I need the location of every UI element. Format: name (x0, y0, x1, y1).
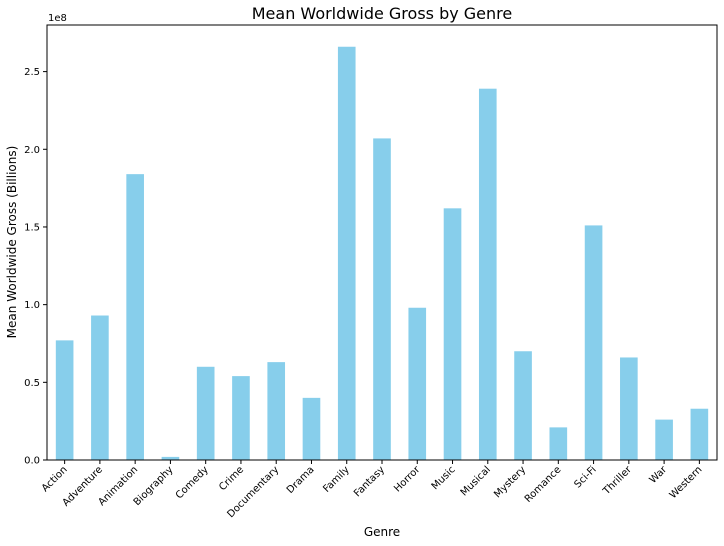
x-tick-label: Crime (217, 464, 246, 493)
bar-sci-fi (584, 225, 603, 460)
bar-mystery (514, 351, 532, 460)
y-tick-label: 0.0 (24, 456, 40, 467)
bars-group (55, 46, 709, 461)
bar-documentary (267, 362, 286, 460)
bar-animation (126, 174, 144, 460)
x-tick-label: Drama (285, 464, 317, 496)
bar-drama (302, 397, 321, 460)
x-tick-label: War (648, 464, 670, 486)
x-tick-label: Fantasy (352, 464, 387, 499)
bar-adventure (91, 315, 109, 460)
x-tick-label: Horror (392, 464, 423, 495)
x-tick-label: Thriller (601, 464, 635, 498)
bar-family (337, 46, 356, 460)
x-tick-label: Action (40, 464, 70, 494)
y-tick-label: 0.5 (24, 378, 40, 389)
y-ticks-group: 0.0 0.5 1.0 1.5 2.0 2.5 (24, 67, 47, 467)
y-tick-label: 2.5 (24, 67, 40, 78)
x-tick-label: Music (430, 464, 458, 492)
x-tick-label: Western (668, 464, 705, 501)
x-tick-label: Mystery (492, 464, 528, 500)
bar-action (55, 340, 74, 460)
bar-crime (232, 376, 250, 460)
bar-musical (478, 88, 497, 461)
y-axis-offset-label: 1e8 (48, 13, 67, 24)
x-tick-label: Family (321, 464, 352, 495)
x-tick-label: Comedy (174, 464, 211, 501)
y-axis-label: Mean Worldwide Gross (Billions) (5, 146, 19, 339)
bar-music (443, 208, 462, 460)
chart-title: Mean Worldwide Gross by Genre (252, 4, 512, 23)
x-tick-label: Sci-Fi (573, 464, 599, 490)
bar-comedy (196, 366, 215, 460)
y-tick-label: 2.0 (24, 145, 40, 156)
bar-thriller (620, 357, 638, 460)
y-tick-label: 1.5 (24, 222, 40, 233)
plot-frame (46, 24, 718, 461)
bar-war (655, 419, 673, 460)
y-tick-label: 1.0 (24, 300, 40, 311)
x-axis-label: Genre (364, 525, 400, 539)
bar-romance (549, 427, 568, 460)
bar-fantasy (373, 138, 391, 461)
x-tick-label: Musical (459, 464, 493, 498)
bar-western (690, 408, 709, 460)
x-tick-label: Romance (523, 464, 564, 505)
bar-biography (161, 456, 180, 460)
bar-horror (408, 307, 427, 460)
